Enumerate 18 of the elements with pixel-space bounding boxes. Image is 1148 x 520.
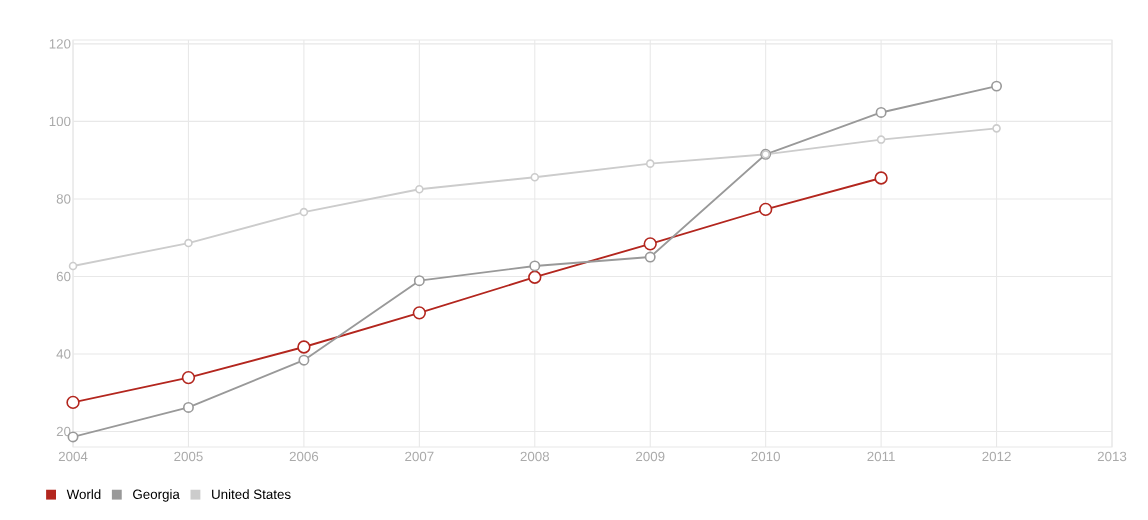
x-tick-label: 2010 (751, 451, 780, 462)
y-tick-label: 80 (56, 194, 71, 204)
y-tick-label: 60 (56, 271, 71, 282)
y-tick-label: 40 (56, 349, 71, 359)
y-tick-label: 120 (49, 39, 71, 49)
legend-label: United States (212, 489, 291, 499)
x-tick-label: 2004 (58, 451, 88, 462)
legend-label: Georgia (133, 489, 180, 502)
x-tick-label: 2005 (174, 451, 203, 462)
x-tick-label: 2009 (636, 451, 665, 462)
x-tick-label: 2011 (867, 451, 895, 462)
x-tick-label: 2008 (520, 451, 550, 462)
x-tick-label: 2012 (982, 451, 1011, 462)
x-tick-label: 2006 (289, 451, 319, 462)
x-tick-label: 2007 (405, 451, 434, 462)
legend-label: World (66, 489, 101, 499)
x-tick-label: 2013 (1097, 451, 1127, 462)
y-tick-label: 100 (49, 116, 71, 127)
